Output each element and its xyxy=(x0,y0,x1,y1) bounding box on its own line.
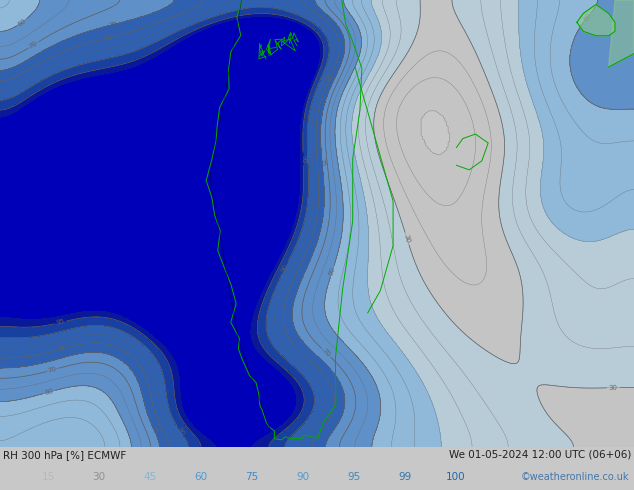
Text: 75: 75 xyxy=(108,21,118,28)
Polygon shape xyxy=(577,4,615,36)
Text: 99: 99 xyxy=(398,472,411,482)
Text: 90: 90 xyxy=(280,262,290,273)
Text: 80: 80 xyxy=(103,34,113,42)
Text: 75: 75 xyxy=(150,425,158,435)
Text: 70: 70 xyxy=(48,366,58,374)
Text: 75: 75 xyxy=(245,472,259,482)
Text: ©weatheronline.co.uk: ©weatheronline.co.uk xyxy=(521,472,629,482)
Text: 70: 70 xyxy=(28,40,39,49)
Text: 80: 80 xyxy=(326,72,335,83)
Text: 60: 60 xyxy=(583,11,593,22)
Text: 80: 80 xyxy=(58,344,69,352)
Text: RH 300 hPa [%] ECMWF: RH 300 hPa [%] ECMWF xyxy=(3,450,126,460)
Polygon shape xyxy=(609,0,634,67)
Text: 60: 60 xyxy=(195,472,207,482)
Text: 95: 95 xyxy=(347,472,361,482)
Text: 15: 15 xyxy=(41,472,55,482)
Text: 70: 70 xyxy=(321,347,332,358)
Text: 30: 30 xyxy=(403,233,411,244)
Text: 60: 60 xyxy=(16,17,27,27)
Text: 45: 45 xyxy=(143,472,157,482)
Text: We 01-05-2024 12:00 UTC (06+06): We 01-05-2024 12:00 UTC (06+06) xyxy=(449,450,631,460)
Text: 95: 95 xyxy=(300,154,306,164)
Text: 100: 100 xyxy=(446,472,466,482)
Text: 90: 90 xyxy=(297,472,309,482)
Text: 95: 95 xyxy=(55,318,65,326)
Text: 75: 75 xyxy=(319,158,325,167)
Text: 30: 30 xyxy=(609,385,618,391)
Text: 60: 60 xyxy=(44,388,55,396)
Text: 90: 90 xyxy=(176,426,186,438)
Text: 60: 60 xyxy=(328,266,337,276)
Text: 30: 30 xyxy=(93,472,106,482)
